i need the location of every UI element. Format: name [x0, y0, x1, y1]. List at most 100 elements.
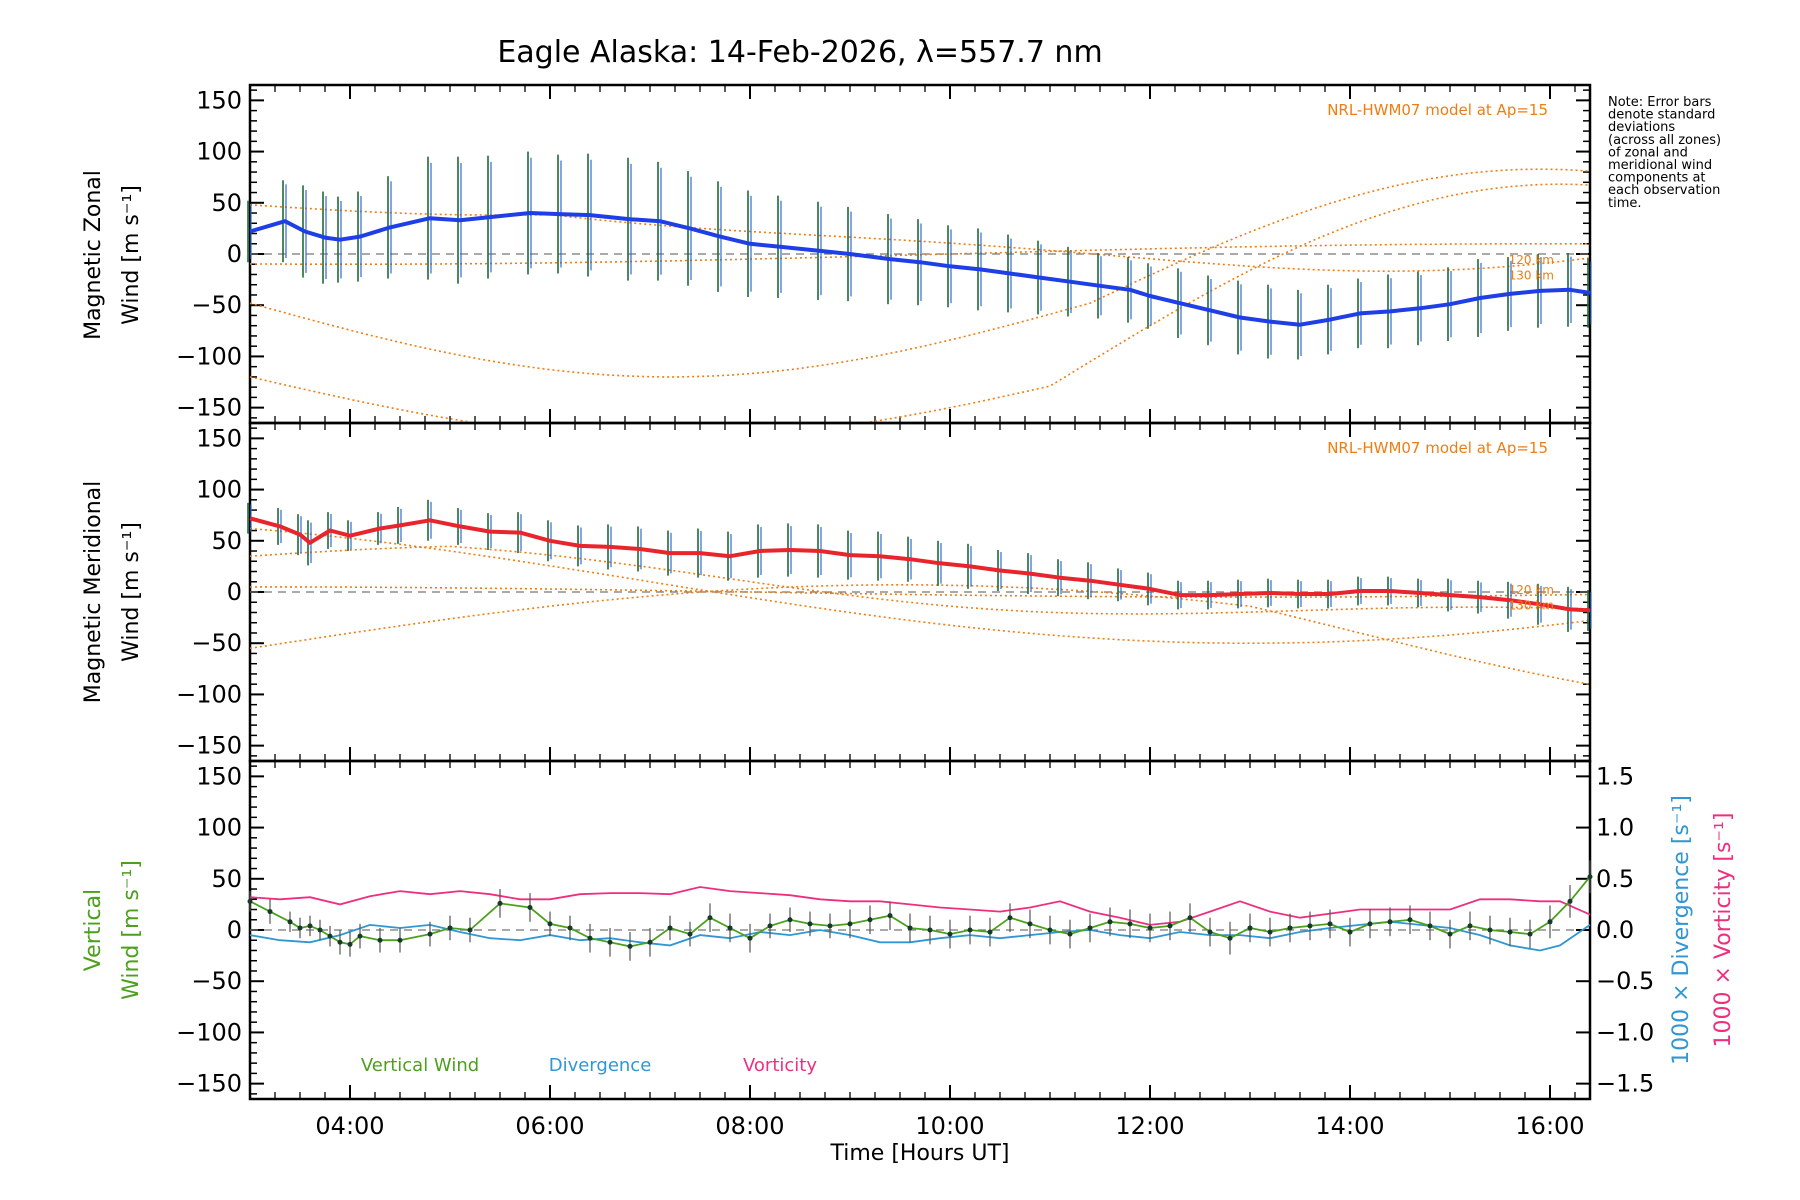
vertical-wind-point: [747, 935, 753, 941]
legend-item: Vorticity: [743, 1055, 817, 1076]
vertical-wind-point: [327, 933, 333, 939]
x-tick-label: 10:00: [915, 1112, 984, 1140]
vertical-wind-point: [1107, 919, 1113, 925]
vertical-wind-point: [927, 927, 933, 933]
vertical-wind-point: [547, 921, 553, 927]
vertical-wind-point: [1087, 925, 1093, 931]
vertical-wind-point: [307, 923, 313, 929]
meridional-ylabel-line1: Magnetic Meridional: [81, 481, 106, 703]
vertical-wind-point: [767, 923, 773, 929]
vertical-wind-point: [607, 939, 613, 945]
note-line: components at: [1608, 171, 1706, 186]
right-y-tick-label: −1.0: [1596, 1018, 1654, 1046]
y-tick-label: 50: [211, 865, 242, 893]
vertical-wind-point: [427, 931, 433, 937]
vertical-wind-point: [1187, 915, 1193, 921]
note-line: (across all zones): [1608, 133, 1721, 148]
vertical-wind-point: [567, 925, 573, 931]
y-tick-label: −100: [176, 680, 242, 708]
vertical-wind-point: [647, 939, 653, 945]
vertical-wind-point: [1467, 923, 1473, 929]
vertical-wind-point: [1147, 925, 1153, 931]
vertical-wind-point: [337, 939, 343, 945]
vertical-wind-point: [827, 923, 833, 929]
vertical-wind-point: [1067, 931, 1073, 937]
note-line: of zonal and: [1608, 145, 1688, 160]
right-y-tick-label: 1.0: [1596, 814, 1634, 842]
y-tick-label: −150: [176, 1070, 242, 1098]
vertical-wind-point: [987, 929, 993, 935]
vertical-wind-point: [1447, 931, 1453, 937]
vertical-wind-point: [967, 927, 973, 933]
vertical-wind-point: [907, 925, 913, 931]
vertical-ylabel-line1: Vertical: [81, 889, 106, 971]
x-tick-label: 16:00: [1515, 1112, 1584, 1140]
note-line: Note: Error bars: [1608, 95, 1712, 110]
vertical-wind-point: [1127, 921, 1133, 927]
vertical-wind-point: [587, 935, 593, 941]
right-y-tick-label: −0.5: [1596, 967, 1654, 995]
model-alt-label: 130 km: [1509, 598, 1554, 612]
vertical-wind-point: [807, 921, 813, 927]
vertical-wind-point: [1287, 925, 1293, 931]
vertical-wind-point: [1227, 935, 1233, 941]
vertical-wind-point: [787, 917, 793, 923]
vertical-wind-point: [1407, 917, 1413, 923]
model-curve: [249, 527, 1591, 645]
y-tick-label: 0: [227, 916, 242, 944]
vertical-wind-point: [1387, 919, 1393, 925]
model-curve: [249, 545, 1591, 615]
right-y-tick-label: −1.5: [1596, 1070, 1654, 1098]
vertical-wind-point: [867, 917, 873, 923]
vertical-wind-point: [1567, 898, 1573, 904]
y-tick-label: 150: [196, 424, 242, 452]
vertical-wind-point: [1247, 925, 1253, 931]
x-tick-label: 08:00: [715, 1112, 784, 1140]
y-tick-label: −100: [176, 342, 242, 370]
vertical-wind-point: [247, 898, 253, 904]
vertical-wind-point: [687, 931, 693, 937]
y-tick-label: −100: [176, 1018, 242, 1046]
y-tick-label: 150: [196, 762, 242, 790]
vertical-wind-point: [707, 915, 713, 921]
model-curve: [249, 583, 1591, 686]
vertical-wind-point: [267, 909, 273, 915]
vertical-wind-point: [467, 927, 473, 933]
right-y-tick-label: 0.0: [1596, 916, 1634, 944]
model-curve: [250, 586, 1591, 598]
y-tick-label: 0: [227, 240, 242, 268]
mean-wind-line: [249, 211, 1591, 327]
x-tick-label: 14:00: [1315, 1112, 1384, 1140]
vertical-wind-point: [1367, 921, 1373, 927]
y-tick-label: 50: [211, 189, 242, 217]
y-tick-label: 0: [227, 578, 242, 606]
vertical-wind-point: [1587, 874, 1593, 880]
zonal-ylabel-line2: Wind [m s⁻¹]: [119, 185, 144, 325]
vertical-wind-point: [887, 913, 893, 919]
model-alt-label: 120 km: [1509, 583, 1554, 597]
y-tick-label: 100: [196, 814, 242, 842]
vertical-wind-point: [1307, 923, 1313, 929]
x-axis-label: Time [Hours UT]: [830, 1141, 1010, 1166]
vertical-wind-point: [527, 904, 533, 910]
chart-title: Eagle Alaska: 14-Feb-2026, λ=557.7 nm: [497, 35, 1102, 70]
vertical-wind-point: [947, 931, 953, 937]
vertical-wind-point: [1347, 929, 1353, 935]
vertical-wind-point: [1487, 927, 1493, 933]
right-y-tick-label: 1.5: [1596, 762, 1634, 790]
vertical-wind-point: [347, 941, 353, 947]
vertical-wind-point: [297, 925, 303, 931]
y-tick-label: −150: [176, 394, 242, 422]
vertical-wind-point: [847, 921, 853, 927]
vertical-wind-point: [377, 937, 383, 943]
vertical-wind-point: [667, 925, 673, 931]
y-tick-label: 100: [196, 138, 242, 166]
legend-item: Vertical Wind: [361, 1055, 479, 1076]
model-alt-label: 120 km: [1509, 253, 1554, 267]
vertical-wind-point: [1027, 921, 1033, 927]
right-y-tick-label: 0.5: [1596, 865, 1634, 893]
vorticity-line: [249, 886, 1591, 926]
model-curve: [249, 243, 1590, 266]
model-label: NRL-HWM07 model at Ap=15: [1327, 439, 1548, 457]
